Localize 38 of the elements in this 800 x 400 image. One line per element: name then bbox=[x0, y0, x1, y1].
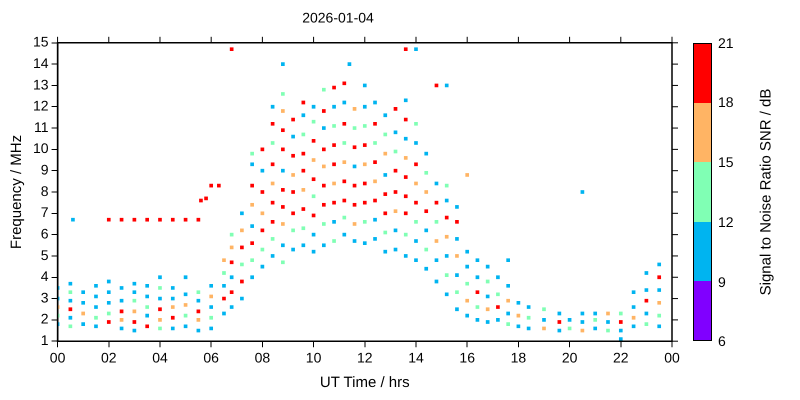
x-tick-label: 14 bbox=[408, 349, 424, 366]
y-tick-label: 10 bbox=[32, 140, 49, 156]
x-tick-label: 20 bbox=[562, 349, 578, 366]
x-tick-label: 16 bbox=[459, 349, 476, 366]
y-axis-title: Frequency / MHz bbox=[8, 134, 26, 250]
color-bar-label: 18 bbox=[718, 94, 734, 110]
y-tick-label: 9 bbox=[40, 162, 49, 178]
color-bar-title: Signal to Noise Ratio SNR / dB bbox=[758, 88, 774, 296]
x-tick-label: 02 bbox=[100, 349, 117, 366]
color-bar-label: 15 bbox=[718, 154, 734, 170]
color-bar-label: 12 bbox=[718, 214, 734, 230]
y-tick-label: 14 bbox=[32, 54, 49, 71]
y-tick-label: 6 bbox=[40, 225, 49, 242]
y-tick-label: 11 bbox=[34, 118, 49, 135]
y-tick-label: 1 bbox=[40, 332, 49, 348]
x-tick-label: 00 bbox=[50, 349, 66, 366]
y-tick-label: 5 bbox=[40, 246, 49, 263]
x-tick-label: 04 bbox=[152, 349, 168, 366]
y-tick-label: 4 bbox=[40, 268, 49, 284]
x-tick-label: 22 bbox=[613, 349, 629, 366]
x-tick-label: 08 bbox=[254, 349, 270, 366]
x-axis-title: UT Time / hrs bbox=[320, 374, 410, 392]
y-tick-label: 8 bbox=[40, 182, 49, 199]
y-tick-label: 3 bbox=[40, 289, 49, 306]
y-tick-label: 12 bbox=[32, 98, 49, 114]
y-tick-label: 15 bbox=[32, 34, 49, 50]
y-tick-label: 13 bbox=[32, 76, 49, 92]
color-bar-label: 6 bbox=[718, 333, 726, 350]
y-tick-label: 7 bbox=[40, 204, 49, 220]
x-tick-label: 00 bbox=[664, 349, 680, 366]
x-tick-label: 06 bbox=[203, 349, 220, 366]
x-tick-label: 10 bbox=[306, 349, 322, 366]
x-tick-label: 18 bbox=[510, 349, 526, 366]
color-bar-label: 9 bbox=[718, 274, 726, 290]
chart-title: 2026-01-04 bbox=[302, 9, 374, 26]
y-tick-label: 2 bbox=[40, 310, 49, 327]
color-bar-label: 21 bbox=[718, 34, 734, 51]
x-tick-label: 12 bbox=[356, 349, 373, 366]
